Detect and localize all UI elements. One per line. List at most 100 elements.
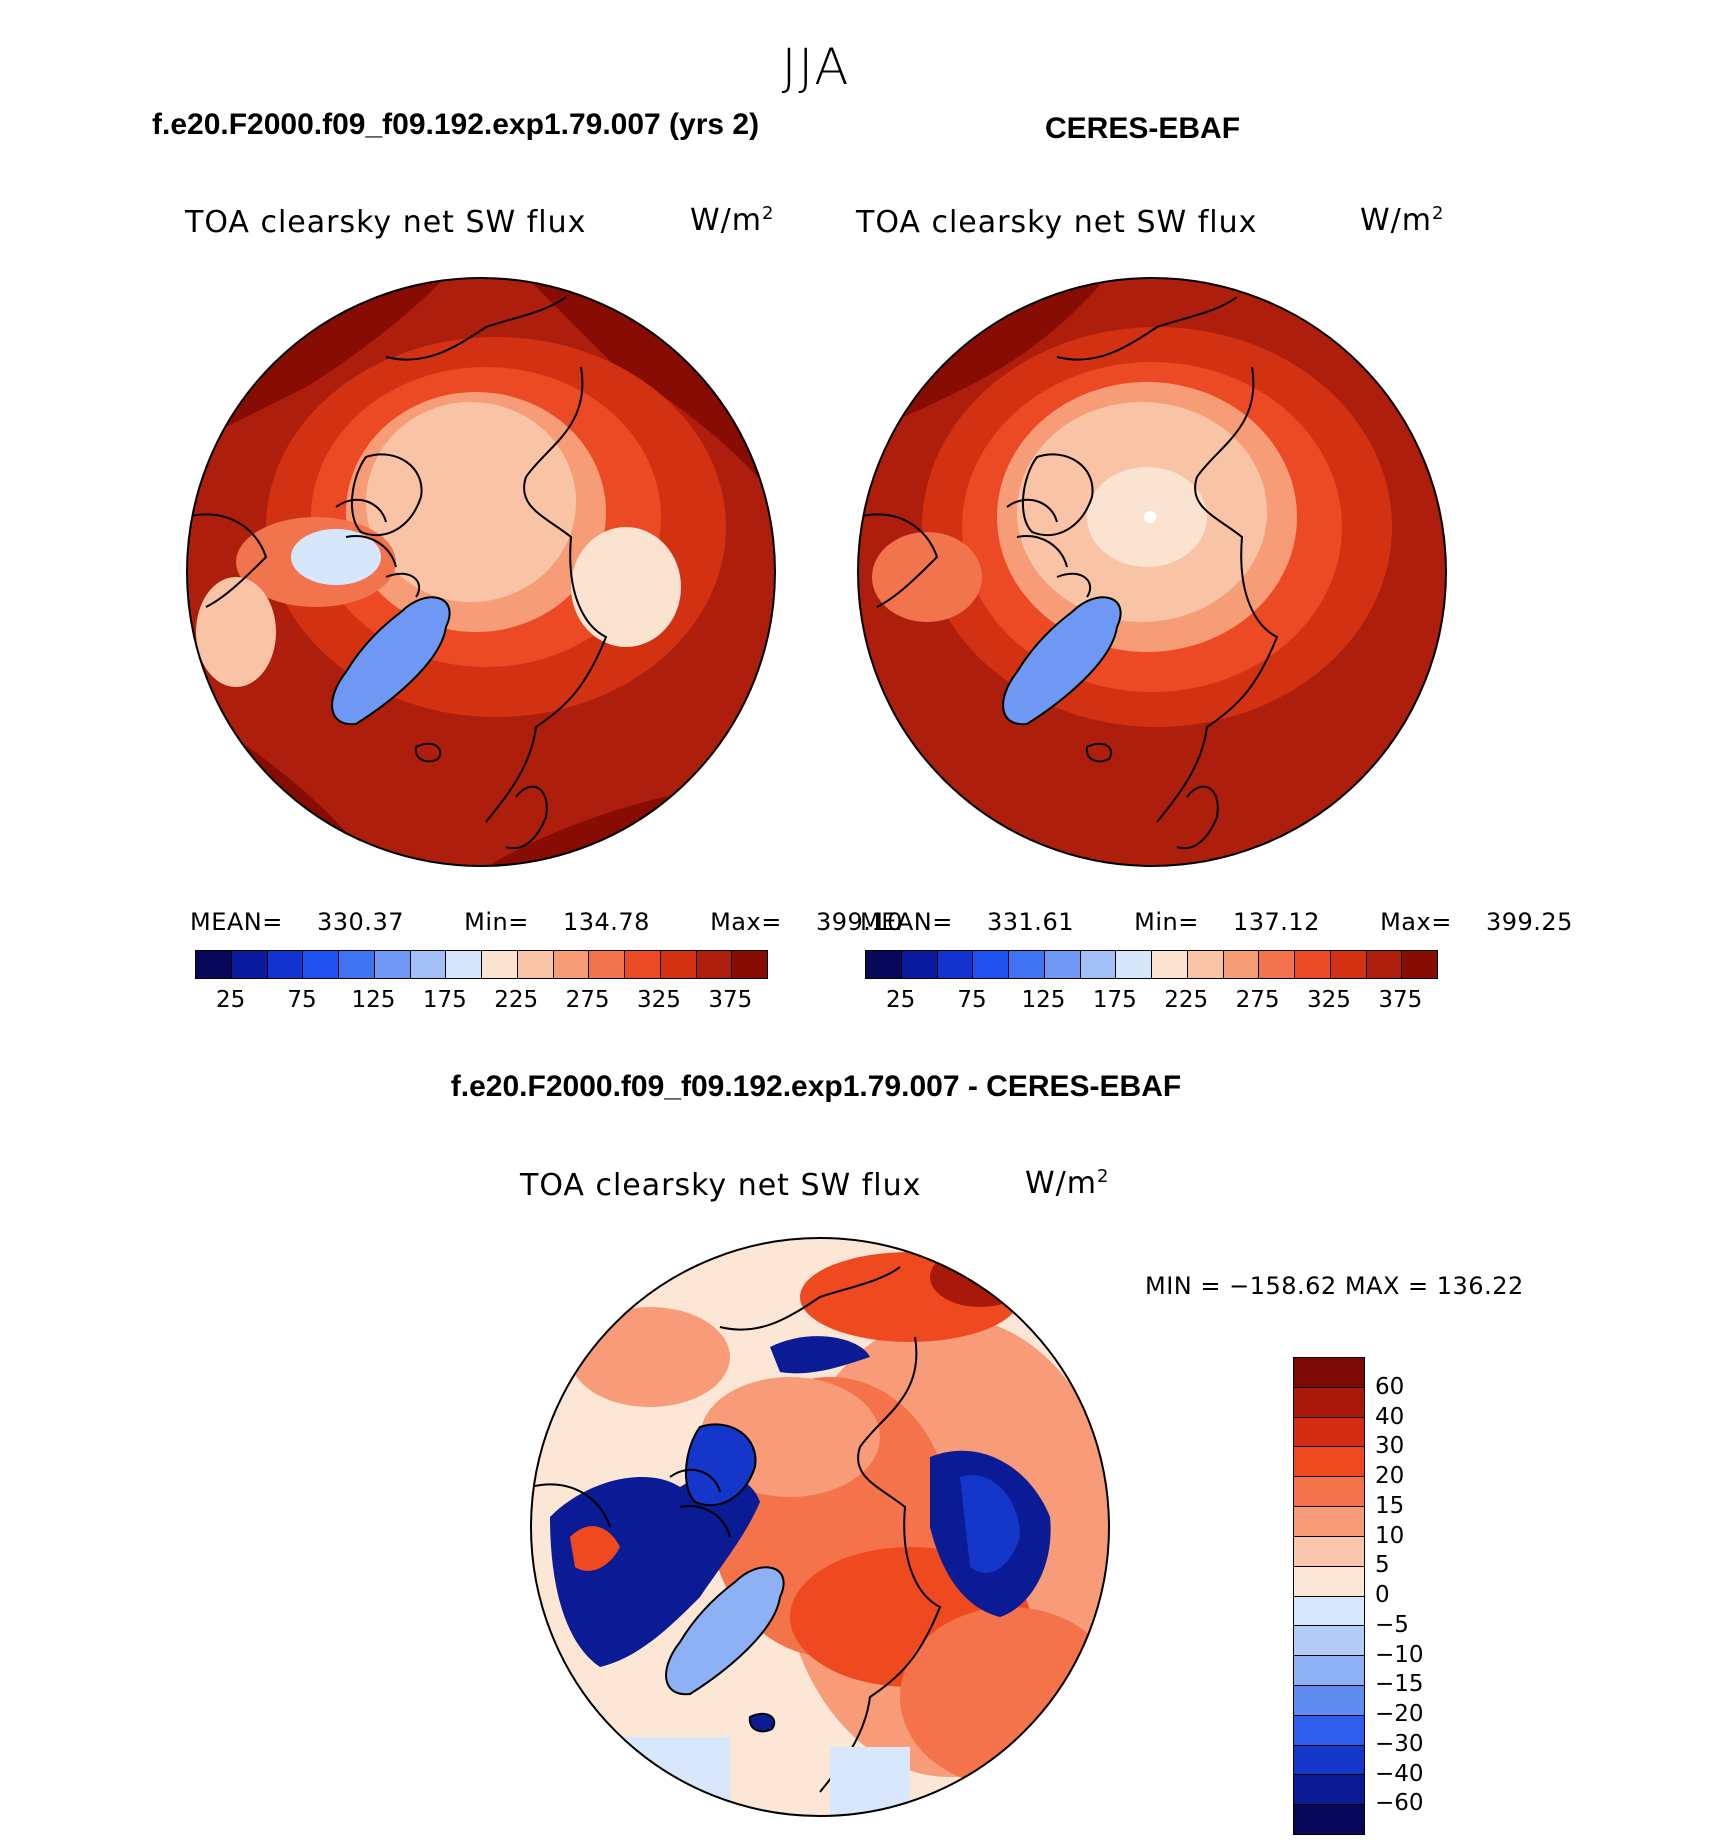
colorbar-tick-label: 175 bbox=[1092, 987, 1137, 1013]
colorbar-box bbox=[973, 951, 1009, 978]
colorbar-tick-label: 325 bbox=[636, 987, 681, 1013]
panel2-units: W/m2 bbox=[1360, 203, 1445, 238]
colorbar-box bbox=[1259, 951, 1295, 978]
colorbar-box bbox=[1152, 951, 1188, 978]
colorbar-tick-label: −5 bbox=[1375, 1611, 1409, 1638]
panel2-variable-label: TOA clearsky net SW flux bbox=[856, 205, 1258, 240]
colorbar-box bbox=[1295, 951, 1331, 978]
colorbar-box bbox=[1294, 1745, 1364, 1776]
colorbar-box bbox=[267, 951, 304, 978]
colorbar-tick-label: 25 bbox=[216, 987, 246, 1013]
colorbar-box bbox=[732, 951, 767, 978]
colorbar-tick-label: −40 bbox=[1375, 1760, 1424, 1787]
colorbar-box bbox=[231, 951, 268, 978]
colorbar-tick-label: 325 bbox=[1306, 987, 1351, 1013]
colorbar-box bbox=[1366, 951, 1403, 978]
colorbar-box bbox=[374, 951, 411, 978]
colorbar-box bbox=[1294, 1447, 1364, 1478]
colorbar-box bbox=[1009, 951, 1045, 978]
colorbar-box bbox=[1294, 1775, 1364, 1806]
panel3-polar-map bbox=[530, 1237, 1110, 1817]
colorbar-box bbox=[696, 951, 733, 978]
colorbar-box bbox=[1294, 1805, 1364, 1834]
colorbar-box bbox=[1294, 1566, 1364, 1597]
season-title: JJA bbox=[781, 38, 851, 96]
colorbar-tick-label: 25 bbox=[886, 987, 916, 1013]
colorbar-tick-label: 375 bbox=[708, 987, 753, 1013]
colorbar-box bbox=[1294, 1626, 1364, 1657]
colorbar-box bbox=[303, 951, 339, 978]
panel3-variable-label: TOA clearsky net SW flux bbox=[520, 1168, 922, 1203]
colorbar-tick-label: 30 bbox=[1375, 1433, 1405, 1460]
colorbar-tick-label: −10 bbox=[1375, 1641, 1424, 1668]
colorbar-tick-label: 125 bbox=[1021, 987, 1066, 1013]
panel3-units: W/m2 bbox=[1025, 1166, 1110, 1201]
colorbar-box bbox=[1080, 951, 1117, 978]
panel1-units: W/m2 bbox=[690, 203, 775, 238]
colorbar-box bbox=[410, 951, 447, 978]
colorbar-box bbox=[1044, 951, 1081, 978]
panel1-polar-map bbox=[186, 277, 776, 867]
colorbar-box bbox=[517, 951, 554, 978]
colorbar-box bbox=[1294, 1596, 1364, 1627]
colorbar-tick-label: 375 bbox=[1378, 987, 1423, 1013]
panel1-title: f.e20.F2000.f09_f09.192.exp1.79.007 (yrs… bbox=[152, 108, 760, 141]
colorbar-box bbox=[1294, 1417, 1364, 1448]
colorbar-tick-label: 275 bbox=[565, 987, 610, 1013]
panel3-minmax: MIN = −158.62 MAX = 136.22 bbox=[1145, 1272, 1524, 1300]
colorbar-box bbox=[1294, 1536, 1364, 1567]
colorbar-box bbox=[339, 951, 375, 978]
colorbar-tick-label: −30 bbox=[1375, 1730, 1424, 1757]
colorbar-box bbox=[1294, 1387, 1364, 1418]
panel1-stats: MEAN= 330.37 Min= 134.78 Max= 399.10 bbox=[190, 908, 903, 936]
colorbar-box bbox=[1223, 951, 1260, 978]
colorbar-box bbox=[482, 951, 518, 978]
colorbar-tick-label: 225 bbox=[1164, 987, 1209, 1013]
panel1-colorbar bbox=[195, 950, 768, 979]
colorbar-box bbox=[660, 951, 697, 978]
colorbar-box bbox=[1294, 1358, 1364, 1388]
colorbar-box bbox=[625, 951, 661, 978]
colorbar-tick-label: 75 bbox=[957, 987, 987, 1013]
colorbar-tick-label: 10 bbox=[1375, 1522, 1405, 1549]
colorbar-box bbox=[446, 951, 482, 978]
panel3-colorbar-ticks: 60 40 30 20 15 10 5 0 −5 −10 −15 −20 −30 −40 −60 bbox=[1375, 1357, 1455, 1833]
colorbar-tick-label: 125 bbox=[351, 987, 396, 1013]
colorbar-tick-label: 40 bbox=[1375, 1403, 1405, 1430]
colorbar-tick-label: 5 bbox=[1375, 1552, 1390, 1579]
colorbar-tick-label: 60 bbox=[1375, 1373, 1405, 1400]
panel2-title: CERES-EBAF bbox=[1045, 112, 1241, 145]
colorbar-box bbox=[1294, 1715, 1364, 1746]
colorbar-tick-label: 15 bbox=[1375, 1492, 1405, 1519]
colorbar-tick-label: −60 bbox=[1375, 1790, 1424, 1817]
panel1-variable-label: TOA clearsky net SW flux bbox=[185, 205, 587, 240]
colorbar-box bbox=[1294, 1477, 1364, 1508]
colorbar-tick-label: 20 bbox=[1375, 1463, 1405, 1489]
colorbar-tick-label: −15 bbox=[1375, 1671, 1424, 1698]
colorbar-box bbox=[1294, 1507, 1364, 1537]
colorbar-box bbox=[1294, 1685, 1364, 1716]
colorbar-box bbox=[1330, 951, 1367, 978]
panel2-colorbar-ticks: 25 75 125 175 225 275 325 375 bbox=[865, 987, 1436, 1017]
colorbar-box bbox=[589, 951, 625, 978]
panel2-colorbar bbox=[865, 950, 1438, 979]
panel1-colorbar-ticks: 25 75 125 175 225 275 325 375 bbox=[195, 987, 766, 1017]
panel3-colorbar bbox=[1293, 1357, 1365, 1835]
colorbar-tick-label: 75 bbox=[287, 987, 317, 1013]
colorbar-box bbox=[937, 951, 974, 978]
colorbar-tick-label: 175 bbox=[422, 987, 467, 1013]
colorbar-box bbox=[553, 951, 590, 978]
colorbar-tick-label: −20 bbox=[1375, 1701, 1424, 1727]
colorbar-box bbox=[1116, 951, 1152, 978]
colorbar-box bbox=[196, 951, 232, 978]
colorbar-box bbox=[1294, 1656, 1364, 1686]
colorbar-box bbox=[866, 951, 902, 978]
panel3-title: f.e20.F2000.f09_f09.192.exp1.79.007 - CE… bbox=[450, 1070, 1182, 1103]
colorbar-tick-label: 275 bbox=[1235, 987, 1280, 1013]
panel2-polar-map bbox=[857, 277, 1447, 867]
colorbar-box bbox=[901, 951, 938, 978]
panel2-stats: MEAN= 331.61 Min= 137.12 Max= 399.25 bbox=[860, 908, 1573, 936]
colorbar-box bbox=[1402, 951, 1437, 978]
colorbar-tick-label: 225 bbox=[494, 987, 539, 1013]
colorbar-tick-label: 0 bbox=[1375, 1582, 1390, 1608]
